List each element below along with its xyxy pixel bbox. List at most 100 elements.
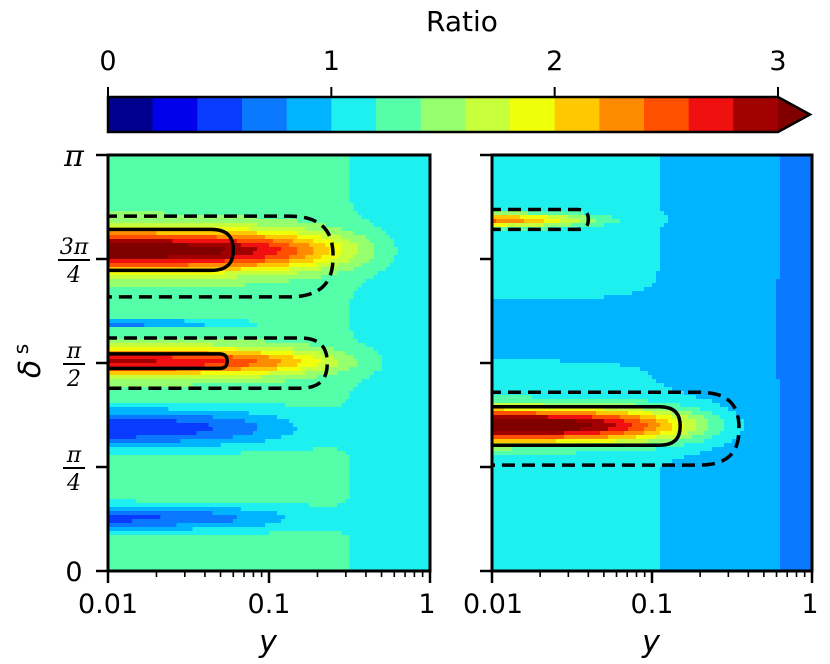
heatmap-cell (128, 331, 133, 336)
heatmap-cell (232, 351, 238, 356)
heatmap-cell (132, 211, 137, 216)
heatmap-cell (208, 159, 214, 164)
heatmap-cell (132, 371, 137, 376)
heatmap-cell (397, 359, 403, 364)
heatmap-cell (228, 319, 234, 324)
heatmap-cell (128, 359, 133, 364)
heatmap-cell (160, 271, 165, 276)
heatmap-cell (264, 279, 270, 284)
heatmap-cell (385, 319, 391, 324)
heatmap-cell (401, 191, 407, 196)
heatmap-cell (240, 183, 246, 188)
heatmap-cell (281, 231, 286, 236)
heatmap-cell (140, 391, 145, 396)
heatmap-cell (405, 163, 411, 168)
heatmap-cell (200, 299, 206, 304)
heatmap-cell (132, 223, 137, 228)
heatmap-cell (353, 203, 359, 208)
heatmap-cell (132, 319, 137, 324)
heatmap-cell (373, 203, 379, 208)
heatmap-cell (196, 207, 202, 212)
heatmap-cell (409, 279, 415, 284)
heatmap-cell (144, 299, 149, 304)
heatmap-cell (321, 363, 326, 368)
heatmap-cell (236, 255, 242, 260)
heatmap-cell (108, 247, 113, 252)
heatmap-cell (180, 275, 186, 280)
heatmap-cell (208, 359, 214, 364)
heatmap-cell (305, 239, 310, 244)
heatmap-cell (176, 291, 182, 296)
heatmap-cell (329, 391, 335, 396)
heatmap-cell (289, 291, 294, 296)
heatmap-cell (273, 287, 278, 292)
heatmap-cell (192, 199, 198, 204)
heatmap-cell (228, 203, 234, 208)
heatmap-cell (204, 167, 210, 172)
heatmap-cell (116, 355, 121, 360)
heatmap-cell (236, 315, 242, 320)
heatmap-cell (417, 267, 423, 272)
heatmap-cell (425, 311, 430, 316)
heatmap-cell (301, 211, 306, 216)
heatmap-cell (140, 163, 145, 168)
heatmap-cell (345, 203, 351, 208)
heatmap-cell (120, 403, 125, 408)
heatmap-cell (277, 207, 282, 212)
heatmap-cell (361, 395, 367, 400)
heatmap-cell (393, 187, 399, 192)
heatmap-cell (321, 367, 326, 372)
heatmap-cell (321, 291, 326, 296)
heatmap-cell (132, 191, 137, 196)
heatmap-cell (401, 239, 407, 244)
heatmap-cell (341, 327, 347, 332)
heatmap-cell (289, 315, 294, 320)
heatmap-cell (224, 195, 230, 200)
heatmap-cell (256, 219, 262, 224)
heatmap-cell (156, 287, 161, 292)
heatmap-cell (148, 207, 153, 212)
heatmap-cell (160, 335, 165, 340)
heatmap-cell (281, 311, 286, 316)
heatmap-cell (325, 235, 330, 240)
heatmap-cell (200, 387, 206, 392)
heatmap-cell (188, 203, 194, 208)
heatmap-cell (397, 379, 403, 384)
heatmap-cell (333, 387, 339, 392)
heatmap-cell (188, 311, 194, 316)
heatmap-cell (184, 363, 190, 368)
heatmap-cell (401, 243, 407, 248)
heatmap-cell (305, 195, 310, 200)
heatmap-cell (256, 159, 262, 164)
heatmap-cell (285, 171, 290, 176)
heatmap-cell (297, 199, 302, 204)
heatmap-cell (317, 375, 322, 380)
heatmap-cell (413, 239, 419, 244)
heatmap-cell (220, 275, 226, 280)
heatmap-cell (313, 263, 318, 268)
heatmap-cell (345, 379, 351, 384)
heatmap-cell (421, 399, 427, 404)
heatmap-cell (124, 171, 129, 176)
heatmap-cell (128, 283, 133, 288)
heatmap-cell (341, 163, 347, 168)
heatmap-cell (188, 159, 194, 164)
heatmap-cell (188, 167, 194, 172)
heatmap-cell (377, 395, 383, 400)
heatmap-cell (405, 379, 411, 384)
heatmap-cell (124, 291, 129, 296)
heatmap-cell (232, 363, 238, 368)
heatmap-cell (349, 163, 355, 168)
heatmap-cell (112, 299, 117, 304)
heatmap-cell (240, 243, 246, 248)
heatmap-cell (389, 351, 395, 356)
heatmap-cell (357, 175, 363, 180)
heatmap-cell (252, 311, 258, 316)
heatmap-cell (297, 179, 302, 184)
heatmap-cell (309, 391, 314, 396)
heatmap-cell (269, 275, 274, 280)
heatmap-cell (269, 367, 274, 372)
heatmap-cell (124, 163, 129, 168)
heatmap-cell (128, 163, 133, 168)
heatmap-cell (172, 307, 178, 312)
